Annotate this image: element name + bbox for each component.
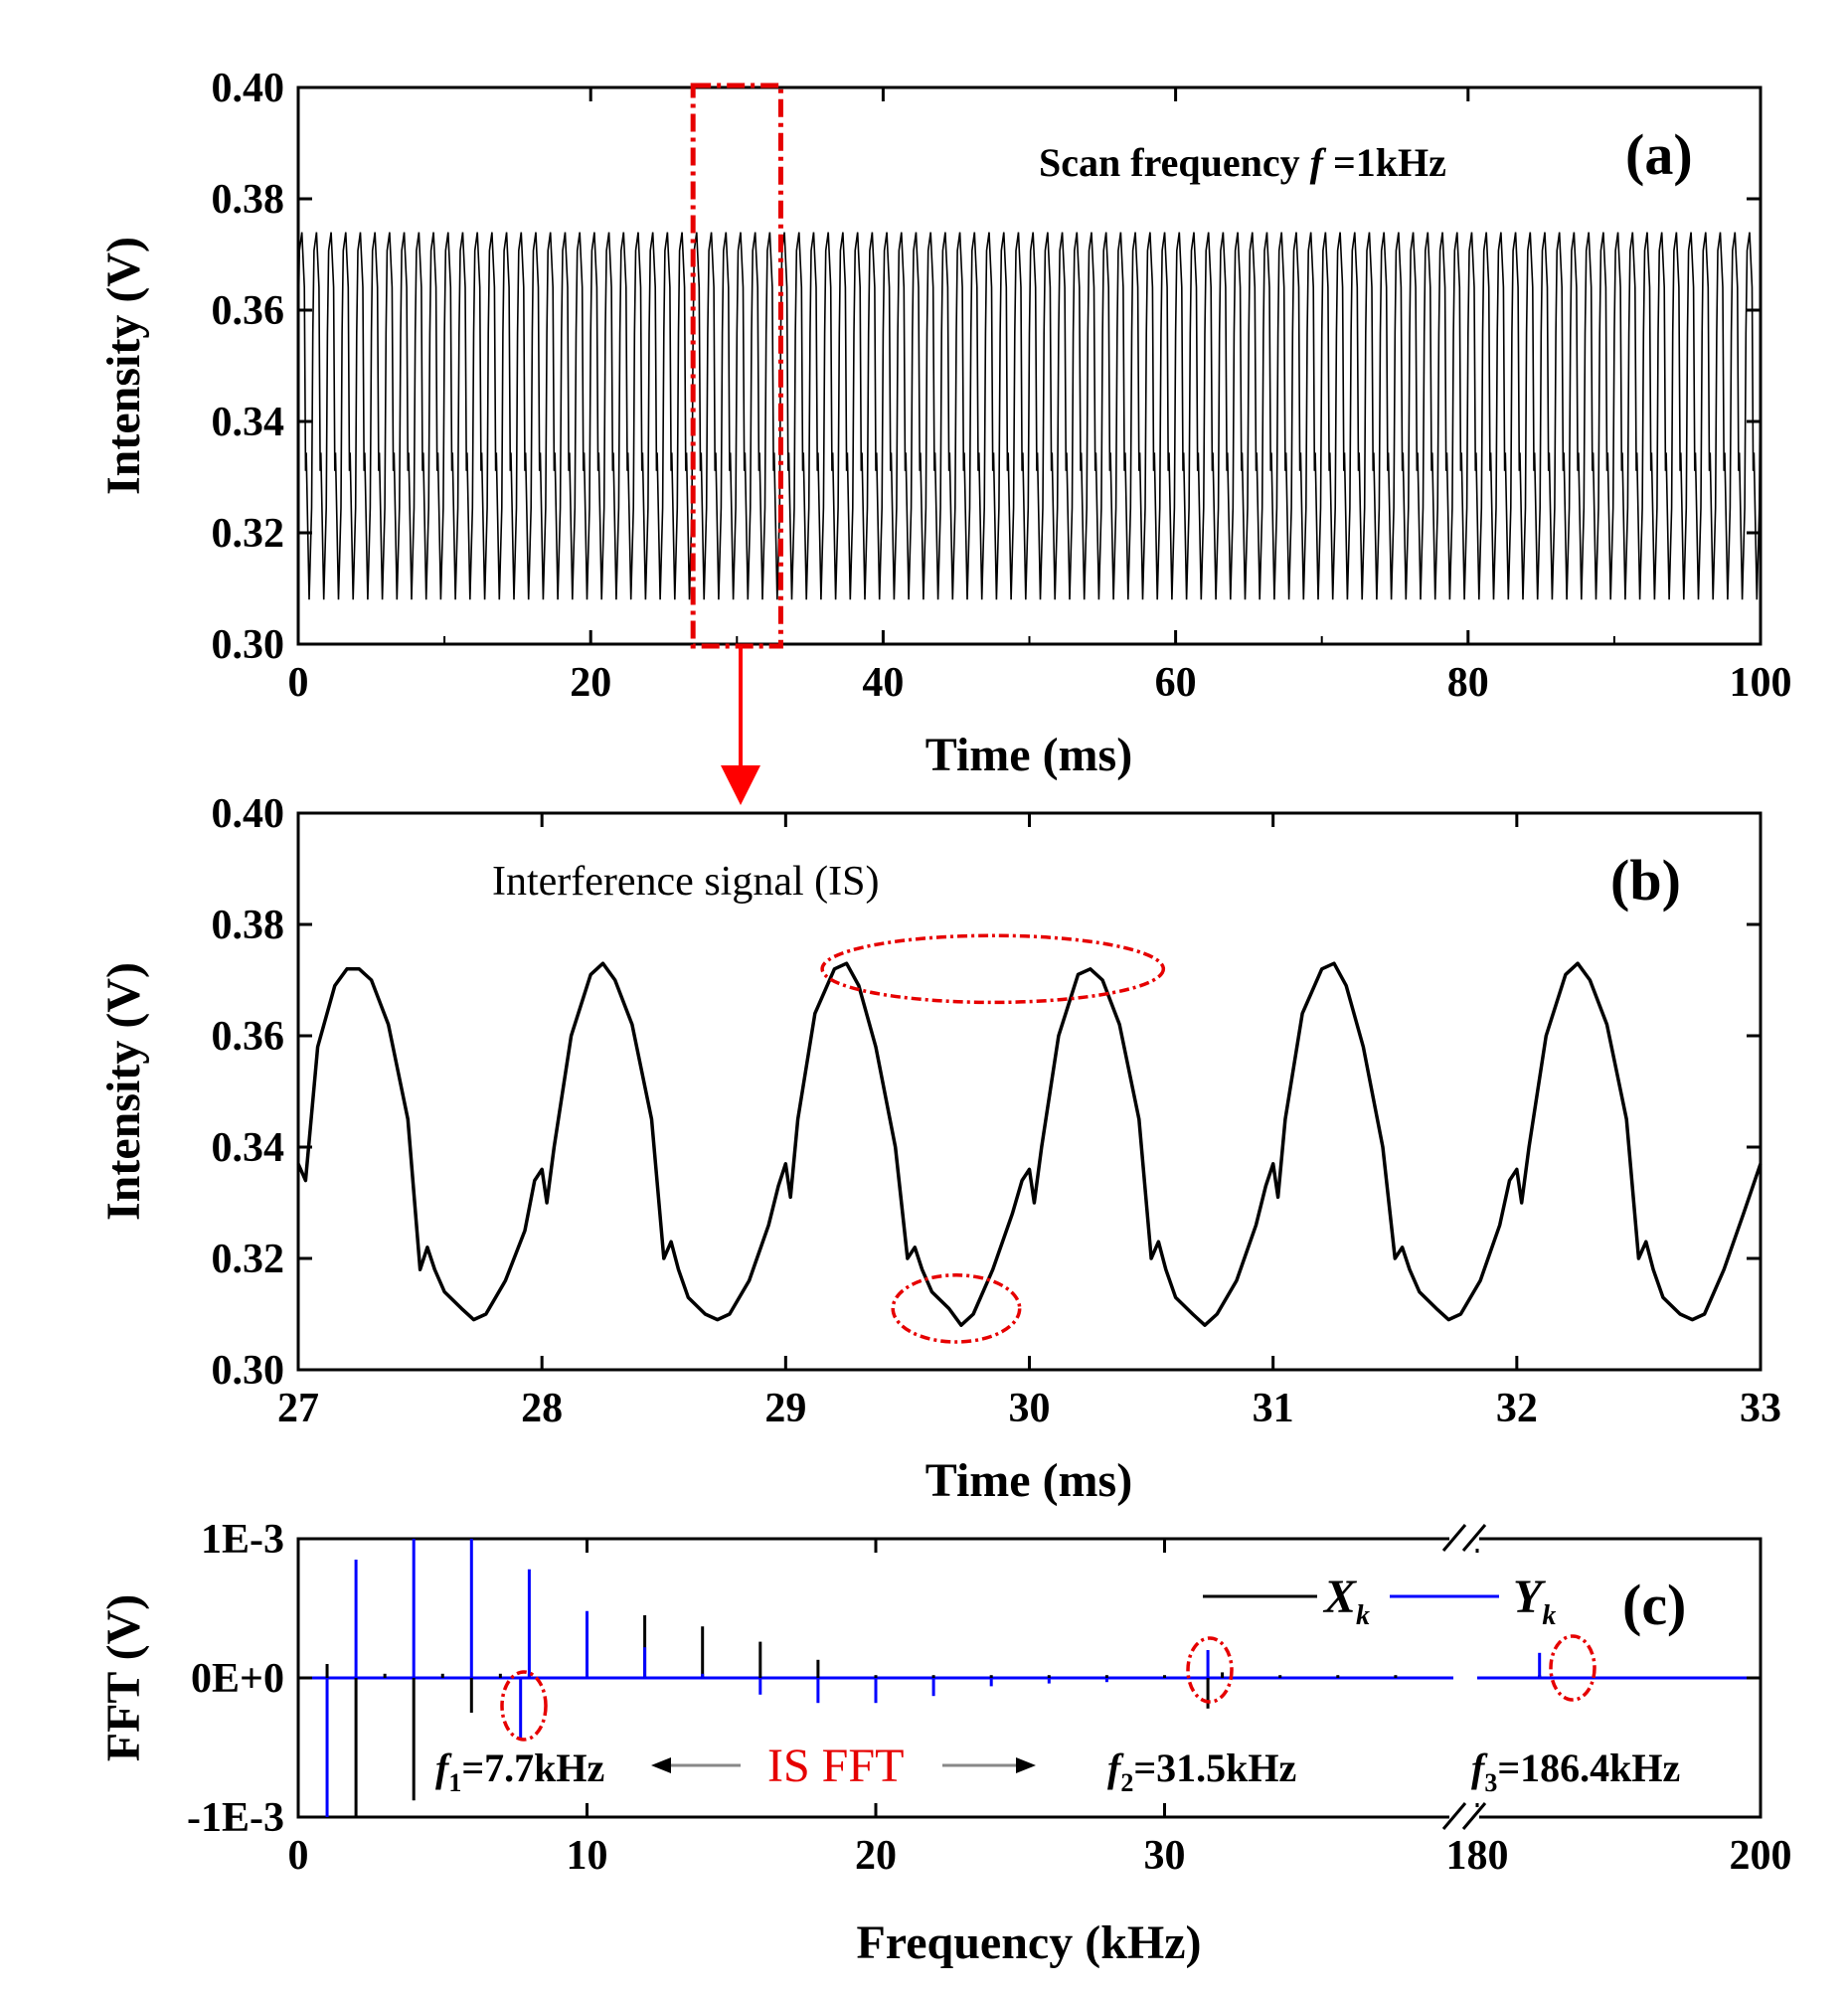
panel-a-ytick-label: 0.40 — [212, 66, 285, 111]
panel-c-ylabel: FFT (V) — [97, 1594, 150, 1761]
panel-b-xtick-label: 27 — [277, 1386, 319, 1431]
panel-b-y-ticks: 0.30 0.32 0.34 0.36 0.38 0.40 — [212, 791, 1761, 1394]
scan-signal-line — [297, 232, 1762, 600]
panel-a-y-ticks: 0.30 0.32 0.34 0.36 0.38 0.40 — [212, 66, 1761, 668]
panel-a-ylabel: Intensity (V) — [97, 237, 150, 495]
highlight-ellipse-2 — [891, 1273, 1022, 1344]
panel-a-xtick-label: 0 — [288, 660, 309, 706]
panel-b-ylabel: Intensity (V) — [97, 962, 150, 1221]
axis-break-top — [1441, 1524, 1487, 1552]
panel-c: 0 10 20 30 180 200 -1E-3 0E+0 1E-3 Xk Yk (c) f1… — [97, 1517, 1792, 1969]
is-fft-left-arrowhead — [651, 1757, 671, 1773]
panel-a-signal — [297, 232, 1762, 600]
panel-c-label: (c) — [1622, 1573, 1686, 1637]
f3-highlight — [1549, 1634, 1596, 1702]
panel-b-ytick-label: 0.32 — [212, 1237, 285, 1282]
f1-highlight — [500, 1670, 548, 1742]
panel-b-label: (b) — [1610, 848, 1681, 913]
panel-b-xtick-label: 32 — [1496, 1386, 1538, 1431]
panel-c-xtick-label: 200 — [1730, 1833, 1792, 1879]
panel-c-xtick-label: 30 — [1144, 1833, 1186, 1879]
panel-a-label: (a) — [1625, 122, 1693, 187]
panel-b-x-ticks: 27 28 29 30 31 32 33 — [277, 813, 1781, 1431]
panel-c-xtick-label: 20 — [855, 1833, 897, 1879]
panel-b: 27 28 29 30 31 32 33 0.300.320.340.360.380.40 … — [97, 791, 1781, 1507]
f2-highlight — [1186, 1636, 1234, 1704]
panel-c-xtick-label: 180 — [1446, 1833, 1509, 1879]
zoom-highlight-box — [690, 83, 783, 649]
legend: Xk Yk — [1203, 1571, 1556, 1631]
panel-a-xtick-label: 100 — [1730, 660, 1792, 706]
panel-c-ytick-label: 1E-3 — [201, 1517, 284, 1563]
interference-signal-line — [296, 961, 1763, 1327]
panel-b-xtick-label: 30 — [1009, 1386, 1051, 1431]
panel-b-ytick-label: 0.36 — [212, 1014, 285, 1060]
legend-xk-label: Xk — [1322, 1571, 1370, 1631]
panel-c-y-ticks: -1E-3 0E+0 1E-3 — [187, 1517, 1761, 1841]
panel-c-xlabel: Frequency (kHz) — [856, 1916, 1201, 1969]
fft-bars — [325, 1539, 1542, 1817]
panel-a-xtick-label: 20 — [570, 660, 611, 706]
panel-a-xlabel: Time (ms) — [925, 729, 1132, 781]
f1-annotation: f1=7.7kHz — [435, 1746, 604, 1797]
panel-b-xtick-label: 29 — [764, 1386, 806, 1431]
scan-frequency-annotation: Scan frequency f =1kHz — [1039, 140, 1446, 185]
highlight-ellipse-1 — [820, 933, 1166, 1005]
panel-b-ytick-label: 0.30 — [212, 1348, 285, 1394]
legend-yk-label: Yk — [1513, 1571, 1556, 1631]
is-fft-label: IS FFT — [767, 1740, 904, 1792]
interference-signal-annotation: Interference signal (IS) — [492, 859, 879, 905]
panel-a-xtick-label: 40 — [862, 660, 904, 706]
panel-c-ytick-label: -1E-3 — [187, 1795, 284, 1841]
panel-c-ytick-label: 0E+0 — [191, 1656, 284, 1702]
panel-c-xtick-label: 0 — [288, 1833, 309, 1879]
panel-b-xtick-label: 28 — [521, 1386, 563, 1431]
panel-a-ytick-label: 0.36 — [212, 288, 285, 334]
peak-highlight-ellipses — [820, 933, 1166, 1344]
panel-a-xtick-label: 60 — [1155, 660, 1197, 706]
panel-b-ytick-label: 0.34 — [212, 1125, 285, 1171]
panel-a-ytick-label: 0.30 — [212, 622, 285, 668]
panel-b-ytick-label: 0.40 — [212, 791, 285, 837]
panel-a-ytick-label: 0.38 — [212, 177, 285, 223]
panel-b-xtick-label: 31 — [1253, 1386, 1294, 1431]
f2-annotation: f2=31.5kHz — [1107, 1746, 1296, 1797]
panel-b-ytick-label: 0.38 — [212, 903, 285, 948]
panel-a-xtick-label: 80 — [1447, 660, 1489, 706]
panel-a-x-ticks: 0 20 40 60 80 100 — [288, 87, 1792, 706]
panel-b-xtick-label: 33 — [1740, 1386, 1781, 1431]
f3-annotation: f3=186.4kHz — [1471, 1746, 1680, 1797]
panel-c-x-ticks: 0 10 20 30 180 200 — [288, 1539, 1792, 1879]
is-fft-right-arrowhead — [1016, 1757, 1036, 1773]
panel-b-xlabel: Time (ms) — [925, 1454, 1132, 1507]
panel-a-ytick-label: 0.34 — [212, 400, 285, 445]
panel-a-ytick-label: 0.32 — [212, 511, 285, 557]
panel-a: 0 20 40 60 80 100 0.30 0.32 0.34 0.36 0.38 0.40 Ti… — [97, 66, 1792, 781]
axis-break-bottom — [1441, 1802, 1487, 1830]
panel-c-xtick-label: 10 — [567, 1833, 608, 1879]
